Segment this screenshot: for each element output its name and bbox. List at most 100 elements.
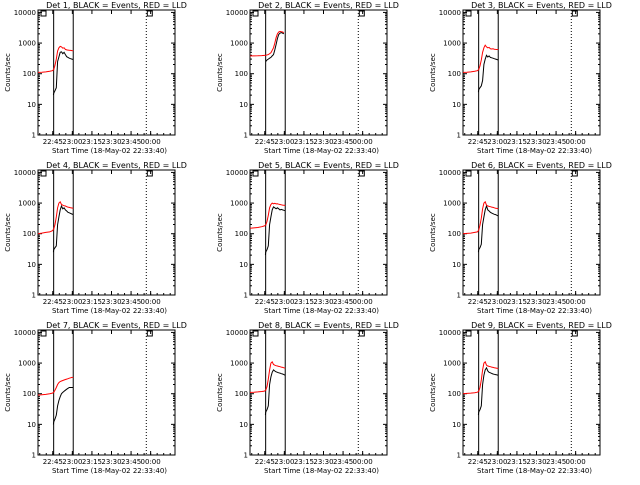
x-axis-label: Start Time (18-May-02 22:33:40)	[264, 467, 379, 475]
y-axis-label: Counts/sec	[216, 373, 224, 412]
y-tick-label: 10000	[226, 169, 248, 177]
plot-frame	[249, 9, 388, 136]
x-tick-label: 23:30	[313, 138, 333, 146]
y-tick-label: 10	[239, 421, 248, 429]
panel-title: Det 4, BLACK = Events, RED = LLD	[46, 161, 187, 170]
y-tick-label: 100	[448, 390, 461, 398]
x-tick-label: 22:45	[43, 138, 63, 146]
y-tick-label: 1	[244, 292, 248, 300]
x-tick-label: 22:45	[255, 298, 275, 306]
series-line-lld	[37, 376, 74, 396]
corner-marker-left	[252, 10, 259, 17]
y-tick-label: 10000	[439, 9, 461, 17]
x-axis-label: Start Time (18-May-02 22:33:40)	[264, 147, 379, 155]
panel-det-1: Det 1, BLACK = Events, RED = LLD 1 10 100 10…	[4, 1, 187, 155]
y-tick-label: 1	[32, 452, 36, 460]
plot-frame	[249, 329, 388, 456]
y-tick-label: 10000	[14, 169, 36, 177]
x-tick-label: 23:00	[274, 458, 294, 466]
x-tick-label: 23:45	[121, 138, 141, 146]
panel-title: Det 1, BLACK = Events, RED = LLD	[46, 1, 187, 10]
panel-det-7: Det 7, BLACK = Events, RED = LLD 1 10 100 10…	[4, 321, 187, 475]
x-tick-label: 00:00	[141, 138, 161, 146]
x-axis-label: Start Time (18-May-02 22:33:40)	[477, 147, 592, 155]
y-tick-label: 1000	[230, 200, 248, 208]
corner-marker-right	[571, 170, 578, 177]
x-tick-label: 23:45	[333, 138, 353, 146]
plot-frame	[37, 9, 176, 136]
series-line-events	[52, 387, 74, 425]
x-axis-label: Start Time (18-May-02 22:33:40)	[52, 147, 167, 155]
corner-marker-left	[465, 170, 472, 177]
corner-marker-right	[358, 170, 365, 177]
x-tick-label: 23:30	[101, 458, 121, 466]
y-tick-label: 100	[23, 390, 36, 398]
y-tick-label: 10000	[439, 329, 461, 337]
y-tick-label: 1000	[443, 360, 461, 368]
corner-marker-right	[571, 10, 578, 17]
panel-det-6: Det 6, BLACK = Events, RED = LLD 1 10 100 10…	[429, 161, 612, 315]
panel-title: Det 8, BLACK = Events, RED = LLD	[258, 321, 399, 330]
y-tick-label: 10000	[226, 9, 248, 17]
x-tick-label: 23:00	[62, 298, 82, 306]
x-tick-label: 23:00	[487, 138, 507, 146]
y-tick-label: 10000	[14, 329, 36, 337]
x-tick-label: 23:15	[294, 298, 314, 306]
x-tick-label: 23:15	[82, 458, 102, 466]
x-tick-label: 22:45	[43, 458, 63, 466]
y-tick-label: 10000	[226, 329, 248, 337]
x-tick-label: 23:15	[294, 138, 314, 146]
x-tick-label: 00:00	[353, 458, 373, 466]
y-tick-label: 100	[235, 390, 248, 398]
series-line-lld	[462, 200, 499, 235]
x-tick-label: 23:15	[82, 298, 102, 306]
x-tick-label: 23:30	[526, 458, 546, 466]
y-tick-label: 1000	[230, 40, 248, 48]
y-axis-label: Counts/sec	[429, 53, 437, 92]
x-tick-label: 00:00	[353, 138, 373, 146]
panel-det-4: Det 4, BLACK = Events, RED = LLD 1 10 100 10…	[4, 161, 187, 315]
corner-marker-left	[40, 170, 47, 177]
y-tick-label: 10000	[439, 169, 461, 177]
y-axis-label: Counts/sec	[429, 373, 437, 412]
y-axis-label: Counts/sec	[216, 53, 224, 92]
y-tick-label: 100	[448, 70, 461, 78]
x-axis-label: Start Time (18-May-02 22:33:40)	[52, 467, 167, 475]
y-tick-label: 10	[452, 421, 461, 429]
panel-title: Det 3, BLACK = Events, RED = LLD	[471, 1, 612, 10]
y-tick-label: 1000	[443, 40, 461, 48]
plot-frame	[37, 329, 176, 456]
x-tick-label: 00:00	[141, 298, 161, 306]
plot-frame	[249, 169, 388, 296]
x-axis-label: Start Time (18-May-02 22:33:40)	[52, 307, 167, 315]
x-axis-label: Start Time (18-May-02 22:33:40)	[477, 467, 592, 475]
y-tick-label: 1000	[443, 200, 461, 208]
x-tick-label: 23:30	[101, 298, 121, 306]
x-tick-label: 22:45	[468, 458, 488, 466]
x-tick-label: 23:00	[62, 458, 82, 466]
y-tick-label: 1	[32, 292, 36, 300]
y-tick-label: 1	[244, 132, 248, 140]
y-tick-label: 10000	[14, 9, 36, 17]
series-line-lld	[249, 202, 286, 229]
y-tick-label: 1000	[230, 360, 248, 368]
series-line-lld	[249, 360, 286, 393]
y-tick-label: 1	[244, 452, 248, 460]
y-tick-label: 10	[239, 261, 248, 269]
x-tick-label: 00:00	[566, 138, 586, 146]
series-line-lld	[37, 200, 74, 235]
y-tick-label: 10	[239, 101, 248, 109]
x-tick-label: 00:00	[566, 298, 586, 306]
y-tick-label: 1	[457, 132, 461, 140]
y-axis-label: Counts/sec	[216, 213, 224, 252]
series-line-lld	[37, 45, 74, 73]
series-line-events	[52, 204, 74, 253]
x-tick-label: 23:15	[82, 138, 102, 146]
x-tick-label: 23:45	[546, 138, 566, 146]
x-tick-label: 23:45	[333, 298, 353, 306]
y-tick-label: 100	[23, 70, 36, 78]
x-tick-label: 23:00	[487, 298, 507, 306]
x-tick-label: 00:00	[353, 298, 373, 306]
x-tick-label: 23:00	[274, 298, 294, 306]
